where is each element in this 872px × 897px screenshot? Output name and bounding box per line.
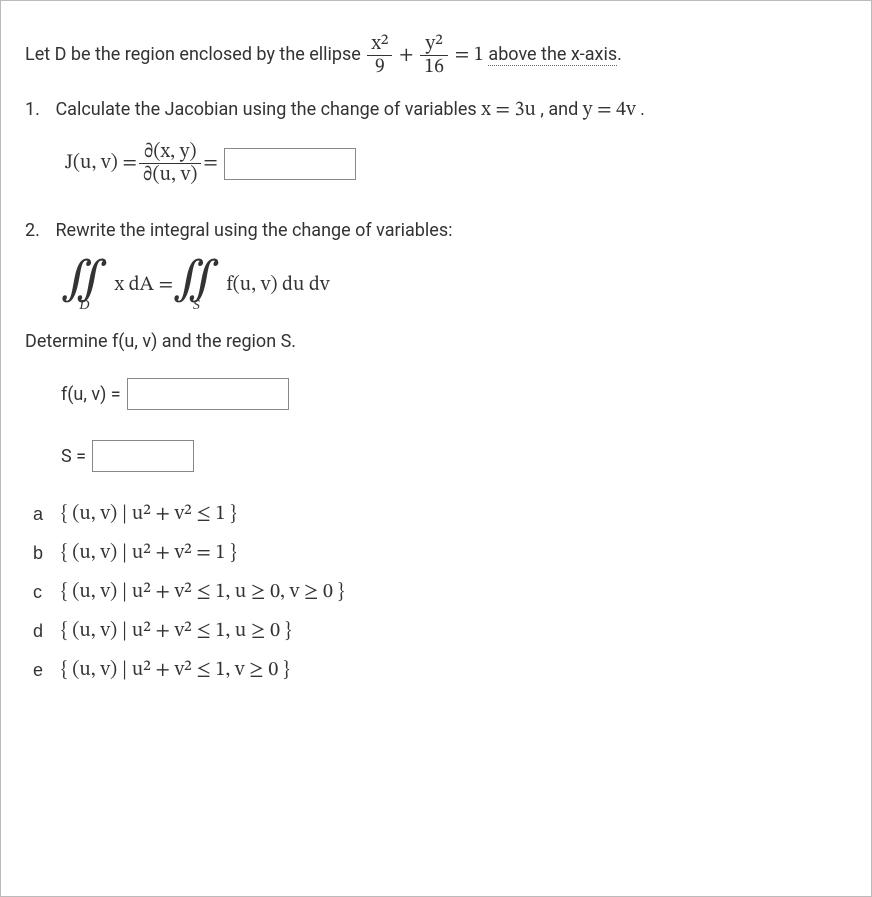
- frac-y-num: y²: [420, 33, 448, 56]
- integral-S: ∬ S: [173, 257, 220, 313]
- q1-eq-y: y = 4v: [583, 100, 636, 120]
- ellipse-equation: x² 9 + y² 16 = 1: [365, 45, 488, 65]
- choice-b[interactable]: b { (u, v) | u² + v² = 1 }: [33, 541, 847, 566]
- q2-text: Rewrite the integral using the change of…: [55, 220, 452, 241]
- q1-and: , and: [540, 99, 582, 120]
- choice-letter: d: [33, 621, 61, 642]
- integral-equation: ∬ D x dA = ∬ S f(u, v) du dv: [61, 257, 847, 313]
- int-body-right: f(u, v) du dv: [222, 273, 330, 298]
- fuv-row: f(u, v) =: [61, 378, 847, 410]
- s-label: S =: [61, 446, 86, 467]
- q1-number: 1.: [25, 99, 51, 120]
- question-1: 1. Calculate the Jacobian using the chan…: [25, 98, 847, 186]
- fraction-y: y² 16: [420, 33, 448, 78]
- choice-e[interactable]: e { (u, v) | u² + v² ≤ 1, v ≥ 0 }: [33, 658, 847, 683]
- s-answer-input[interactable]: [92, 440, 194, 472]
- intro-prefix: Let D be the region enclosed by the elli…: [25, 44, 365, 65]
- choices-list: a { (u, v) | u² + v² ≤ 1 } b { (u, v) | …: [33, 502, 847, 683]
- q1-prompt: 1. Calculate the Jacobian using the chan…: [25, 98, 847, 123]
- q1-eq-x: x = 3u: [481, 100, 536, 120]
- choice-text: { (u, v) | u² + v² ≤ 1, u ≥ 0 }: [61, 619, 291, 644]
- choice-text: { (u, v) | u² + v² ≤ 1, v ≥ 0 }: [61, 658, 289, 683]
- s-row: S =: [61, 440, 847, 472]
- choice-letter: c: [33, 582, 61, 603]
- integral-D: ∬ D: [61, 257, 108, 313]
- q1-period: .: [640, 99, 645, 120]
- fraction-x: x² 9: [367, 33, 392, 78]
- q2-prompt: 2. Rewrite the integral using the change…: [25, 220, 847, 241]
- choice-letter: b: [33, 543, 61, 564]
- int-sub-S: S: [193, 299, 200, 313]
- jacobian-den: ∂(u, v): [139, 164, 201, 186]
- plus-sign: +: [399, 45, 418, 65]
- choice-c[interactable]: c { (u, v) | u² + v² ≤ 1, u ≥ 0, v ≥ 0 }: [33, 580, 847, 605]
- frac-y-den: 16: [420, 56, 448, 78]
- double-integral-symbol-D: ∬: [61, 257, 108, 303]
- question-page: Let D be the region enclosed by the elli…: [0, 0, 872, 897]
- choice-letter: e: [33, 660, 61, 681]
- choice-text: { (u, v) | u² + v² ≤ 1 }: [61, 502, 237, 527]
- choice-d[interactable]: d { (u, v) | u² + v² ≤ 1, u ≥ 0 }: [33, 619, 847, 644]
- determine-text: Determine f(u, v) and the region S.: [25, 331, 847, 352]
- jacobian-equals: =: [203, 151, 217, 176]
- question-2: 2. Rewrite the integral using the change…: [25, 220, 847, 683]
- frac-x-den: 9: [367, 56, 392, 78]
- jacobian-answer-input[interactable]: [224, 148, 356, 180]
- intro-period: .: [617, 44, 622, 65]
- choice-text: { (u, v) | u² + v² = 1 }: [61, 541, 237, 566]
- equals-one: = 1: [455, 45, 489, 65]
- double-integral-symbol-S: ∬: [173, 257, 220, 303]
- choice-letter: a: [33, 504, 61, 525]
- int-body-left: x dA =: [110, 273, 173, 298]
- q1-text: Calculate the Jacobian using the change …: [55, 99, 481, 120]
- jacobian-left: J(u, v) =: [65, 151, 137, 176]
- fuv-answer-input[interactable]: [127, 378, 289, 410]
- q2-number: 2.: [25, 220, 51, 241]
- choice-a[interactable]: a { (u, v) | u² + v² ≤ 1 }: [33, 502, 847, 527]
- jacobian-num: ∂(x, y): [139, 141, 201, 164]
- jacobian-expression: J(u, v) = ∂(x, y) ∂(u, v) =: [65, 141, 847, 186]
- int-sub-D: D: [79, 299, 89, 313]
- above-x-axis-link[interactable]: above the x-axis: [488, 44, 617, 66]
- frac-x-num: x²: [367, 33, 392, 56]
- choice-text: { (u, v) | u² + v² ≤ 1, u ≥ 0, v ≥ 0 }: [61, 580, 344, 605]
- jacobian-fraction: ∂(x, y) ∂(u, v): [139, 141, 201, 186]
- intro-text: Let D be the region enclosed by the elli…: [25, 33, 847, 78]
- fuv-label: f(u, v) =: [61, 384, 121, 405]
